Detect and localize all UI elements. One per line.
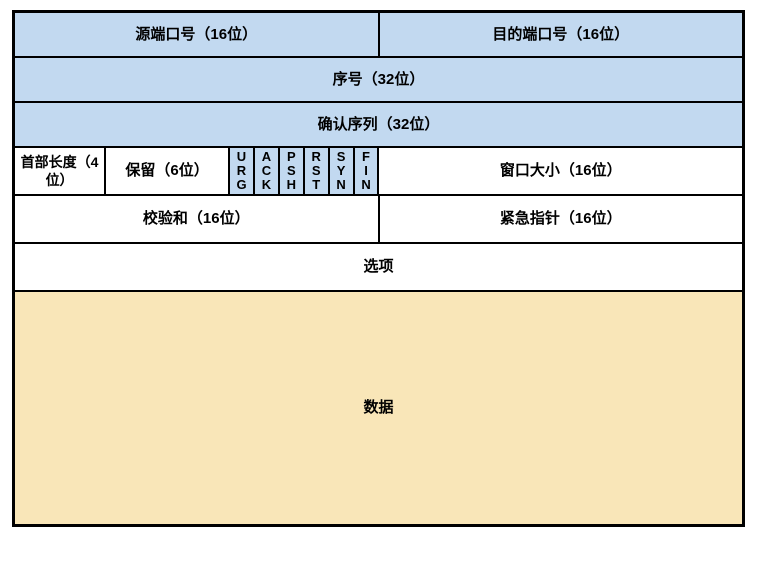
seq-cell: 序号（32位）: [14, 57, 743, 102]
dst-port-cell: 目的端口号（16位）: [379, 12, 744, 57]
flag-ack: ACK: [254, 147, 279, 195]
flag-fin: FIN: [354, 147, 379, 195]
urgent-ptr-cell: 紧急指针（16位）: [379, 195, 744, 243]
flags-group: URG ACK PSH RST SYN FIN: [229, 147, 378, 195]
src-port-cell: 源端口号（16位）: [14, 12, 379, 57]
options-cell: 选项: [14, 243, 743, 291]
row-ack: 确认序列（32位）: [14, 102, 743, 147]
reserved-cell: 保留（6位）: [105, 147, 229, 195]
flag-rst: RST: [304, 147, 329, 195]
window-size-cell: 窗口大小（16位）: [378, 147, 743, 195]
row-options: 选项: [14, 243, 743, 291]
ack-seq-cell: 确认序列（32位）: [14, 102, 743, 147]
flag-psh: PSH: [279, 147, 304, 195]
flag-syn: SYN: [329, 147, 354, 195]
tcp-header-diagram: 源端口号（16位） 目的端口号（16位） 序号（32位） 确认序列（32位） 首…: [12, 10, 745, 527]
flag-urg: URG: [229, 147, 254, 195]
row-checksum: 校验和（16位） 紧急指针（16位）: [14, 195, 743, 243]
header-length-cell: 首部长度（4位）: [14, 147, 105, 195]
row-flags: 首部长度（4位） 保留（6位） URG ACK PSH RST SYN FIN …: [14, 147, 743, 195]
checksum-cell: 校验和（16位）: [14, 195, 379, 243]
row-ports: 源端口号（16位） 目的端口号（16位）: [14, 12, 743, 57]
row-seq: 序号（32位）: [14, 57, 743, 102]
data-cell: 数据: [14, 291, 743, 525]
row-data: 数据: [14, 291, 743, 525]
